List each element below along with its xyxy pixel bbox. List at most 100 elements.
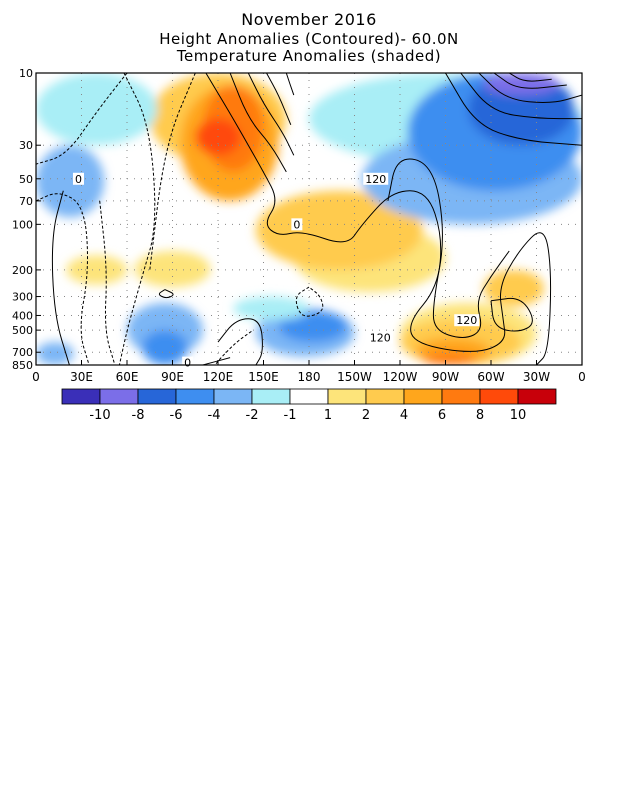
colorbar-swatch [251, 388, 291, 405]
x-tick-label: 90W [432, 370, 459, 384]
x-tick-label: 150E [248, 370, 279, 384]
colorbar-label: 6 [438, 408, 446, 423]
y-tick-label: 100 [12, 218, 33, 231]
anomaly-region-12 [36, 73, 158, 146]
colorbar-swatch [99, 388, 139, 405]
height-contour-15 [266, 73, 292, 125]
contour-label-4: 120 [365, 173, 386, 186]
contour-label-2: 0 [293, 218, 300, 231]
anomaly-region-13 [36, 145, 105, 218]
anomaly-region-25 [278, 310, 347, 343]
y-tick-label: 300 [12, 291, 33, 304]
height-contour-9 [217, 318, 263, 365]
contour-label-1: 0 [75, 173, 82, 186]
height-contour-2 [36, 193, 90, 365]
contour-label-bg [454, 314, 480, 327]
colorbar-swatch [175, 388, 215, 405]
colorbar-label: -6 [170, 408, 183, 423]
temperature-anomaly-shading [36, 73, 582, 365]
x-tick-label: 0 [32, 370, 40, 384]
y-tick-label: 850 [12, 359, 33, 372]
height-contour-10 [158, 289, 174, 299]
contour-label-bg [182, 356, 194, 369]
colorbar-label: 4 [400, 408, 408, 423]
height-contour-21 [478, 73, 582, 103]
anomaly-region-7 [255, 190, 423, 270]
colorbar-swatch [479, 388, 519, 405]
colorbar-label: -8 [132, 408, 145, 423]
contour-label-bg [291, 218, 303, 231]
anomaly-region-18 [483, 73, 560, 96]
anomaly-region-23 [483, 269, 545, 307]
chart-subtitle-temperature: Temperature Anomalies (shaded) [176, 47, 442, 65]
y-tick-label: 30 [19, 139, 33, 152]
colorbar-swatch [403, 388, 443, 405]
height-contour-22 [493, 73, 567, 89]
contour-label-bg [72, 172, 84, 185]
colorbar-label: 2 [362, 408, 370, 423]
colorbar-label: -10 [89, 408, 110, 423]
x-axis: 0 30E 60E 90E 120E 150E 180 150W 120W 90W 60W 30W 0 [32, 360, 586, 384]
colorbar-swatch [365, 388, 405, 405]
height-contour-1 [36, 73, 128, 165]
chart-subtitle-height: Height Anomalies (Contoured)- 60.0N [159, 30, 459, 48]
height-contour-4 [118, 73, 156, 365]
height-contour-6 [214, 330, 252, 365]
shading-layer [36, 73, 582, 365]
height-anomaly-contours [36, 73, 582, 365]
colorbar-swatch [441, 388, 481, 405]
y-tick-label: 10 [19, 67, 33, 80]
y-tick-label: 700 [12, 346, 33, 359]
colorbar: -10 -8 -6 -4 -2 -1 1 2 4 6 8 10 [61, 388, 557, 423]
height-contour-7 [295, 286, 324, 317]
x-tick-label: 90E [161, 370, 184, 384]
height-contour-18 [490, 297, 533, 332]
colorbar-swatch [517, 388, 557, 405]
colorbar-label: -2 [246, 408, 259, 423]
colorbar-label: -1 [284, 408, 297, 423]
colorbar-swatch [137, 388, 177, 405]
contour-label-bg [367, 331, 393, 344]
y-tick-label: 50 [19, 173, 33, 186]
height-contour-13 [229, 73, 287, 173]
x-tick-label: 60E [116, 370, 139, 384]
x-tick-label: 30W [523, 370, 550, 384]
colorbar-swatch [213, 388, 253, 405]
colorbar-swatch [61, 388, 101, 405]
anomaly-region-26 [233, 296, 309, 321]
colorbar-label: 1 [324, 408, 332, 423]
colorbar-label: 8 [476, 408, 484, 423]
height-contour-17 [387, 158, 510, 338]
contour-labels: 0 0 0 120 120 120 [72, 172, 480, 370]
anomaly-region-1 [66, 255, 127, 285]
anomaly-region-4 [142, 330, 188, 365]
contour-label-3: 0 [184, 357, 191, 370]
contour-label-5: 120 [370, 332, 391, 345]
x-tick-label: 0 [578, 370, 586, 384]
plot-grid [36, 73, 582, 365]
height-contour-3 [99, 200, 116, 365]
colorbar-label: 10 [510, 408, 527, 423]
y-tick-label: 200 [12, 264, 33, 277]
contour-label-6: 120 [456, 314, 477, 327]
x-tick-label: 180 [298, 370, 321, 384]
x-tick-label: 30E [70, 370, 93, 384]
height-contour-8 [51, 190, 70, 365]
colorbar-swatch [327, 388, 367, 405]
chart-title: November 2016 [241, 10, 377, 29]
height-contour-12 [205, 73, 552, 365]
height-contour-14 [247, 73, 295, 156]
y-tick-label: 70 [19, 195, 33, 208]
anomaly-region-22 [422, 352, 476, 365]
chart-title-block: November 2016 Height Anomalies (Contoure… [0, 10, 618, 65]
height-contour-19 [445, 73, 582, 146]
x-tick-label: 60W [477, 370, 504, 384]
height-contour-5 [149, 73, 196, 270]
height-contour-20 [460, 73, 582, 120]
x-tick-label: 120W [383, 370, 418, 384]
x-tick-label: 120E [203, 370, 234, 384]
x-tick-label: 150W [337, 370, 372, 384]
y-tick-label: 500 [12, 324, 33, 337]
